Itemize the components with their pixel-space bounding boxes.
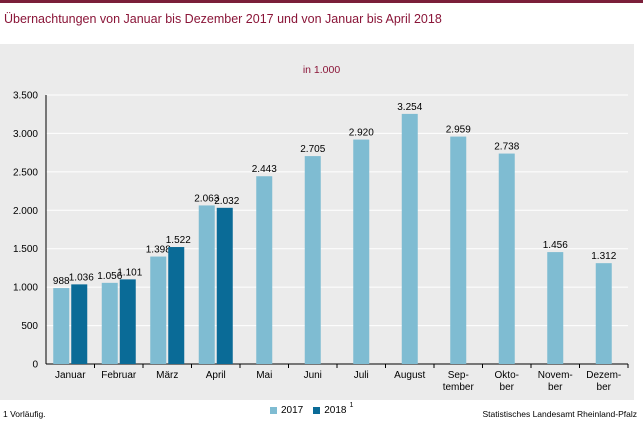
- bar-2017: [101, 282, 118, 364]
- bar-2017: [198, 205, 215, 364]
- data-label-2017: 2.063: [194, 193, 219, 204]
- data-label-2017: 2.443: [252, 164, 277, 175]
- bar-2018: [71, 284, 88, 364]
- x-tick-label: Novem-: [538, 370, 573, 381]
- legend-swatch-2017: [270, 407, 277, 414]
- bar-2017: [401, 113, 418, 364]
- chart-title: Übernachtungen von Januar bis Dezember 2…: [4, 12, 442, 26]
- y-tick-label: 2.500: [13, 167, 38, 178]
- data-label-2018: 2.032: [214, 196, 239, 207]
- bar-2017: [53, 288, 70, 364]
- bar-2017: [450, 136, 467, 364]
- bar-2017: [256, 176, 273, 364]
- x-tick-label: Sep-: [448, 370, 469, 381]
- legend-label-2018: 2018: [324, 405, 347, 416]
- x-tick-label: Juni: [304, 370, 322, 381]
- bar-2018: [119, 279, 136, 364]
- y-tick-label: 1.500: [13, 244, 38, 255]
- legend-swatch-2018: [313, 407, 321, 414]
- y-tick-label: 1.000: [13, 283, 38, 294]
- x-tick-label: ber: [548, 382, 563, 393]
- data-label-2017: 3.254: [397, 102, 422, 113]
- data-label-2017: 2.920: [349, 128, 374, 139]
- bar-2018: [216, 207, 233, 364]
- legend-item-2018: 2018 1: [313, 402, 354, 416]
- x-tick-label: Juli: [354, 370, 369, 381]
- data-label-2017: 1.398: [146, 245, 171, 256]
- y-tick-label: 500: [21, 321, 38, 332]
- data-label-2017: 2.705: [300, 144, 325, 155]
- x-tick-label: ber: [500, 382, 515, 393]
- x-tick-label: März: [156, 370, 178, 381]
- legend: 2017 2018 1: [270, 402, 363, 416]
- data-label-2018: 1.036: [69, 272, 94, 283]
- data-label-2018: 1.101: [117, 267, 142, 278]
- bar-2018: [168, 247, 185, 364]
- y-tick-label: 0: [32, 360, 38, 371]
- bar-2017: [595, 263, 612, 364]
- bar-2017: [498, 153, 515, 364]
- legend-label-2017: 2017: [281, 405, 304, 416]
- bar-2017: [150, 256, 167, 364]
- data-label-2017: 1.056: [97, 271, 122, 282]
- bar-2017: [353, 139, 370, 364]
- y-tick-label: 2.000: [13, 206, 38, 217]
- footnote: 1 Vorläufig.: [3, 409, 46, 419]
- y-tick-label: 3.000: [13, 129, 38, 140]
- x-tick-label: Okto-: [495, 370, 519, 381]
- x-tick-label: April: [206, 370, 226, 381]
- x-tick-label: Mai: [256, 370, 272, 381]
- x-tick-label: tember: [443, 382, 475, 393]
- data-label-2017: 2.738: [494, 142, 519, 153]
- top-rule: [0, 0, 643, 3]
- source-note: Statistisches Landesamt Rheinland-Pfalz: [482, 409, 638, 419]
- data-label-2017: 988: [53, 276, 70, 287]
- bar-2017: [547, 252, 564, 364]
- data-label-2018: 1.522: [166, 235, 191, 246]
- x-tick-label: August: [394, 370, 425, 381]
- legend-footnote-marker: 1: [349, 402, 354, 409]
- x-tick-label: Januar: [55, 370, 86, 381]
- legend-item-2017: 2017: [270, 405, 303, 416]
- data-label-2017: 1.456: [543, 240, 568, 251]
- data-label-2017: 1.312: [591, 251, 616, 262]
- y-tick-label: 3.500: [13, 91, 38, 102]
- unit-label: in 1.000: [302, 64, 341, 76]
- data-label-2017: 2.959: [446, 125, 471, 136]
- x-tick-label: Dezem-: [586, 370, 621, 381]
- x-tick-label: Februar: [101, 370, 137, 381]
- x-tick-label: ber: [597, 382, 612, 393]
- bar-2017: [304, 156, 321, 364]
